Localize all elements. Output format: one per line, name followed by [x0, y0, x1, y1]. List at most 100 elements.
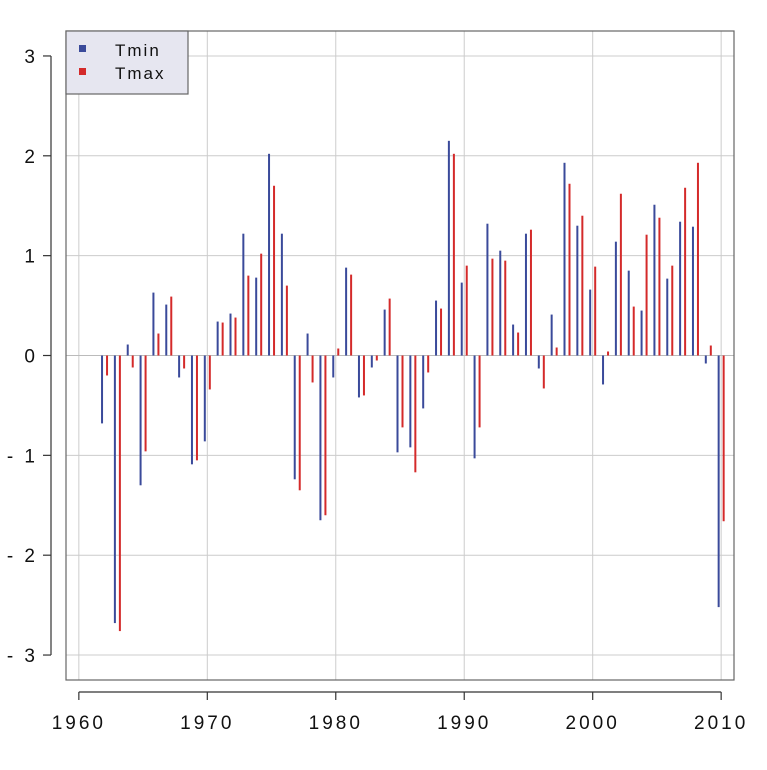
- y-tick-label: - 1: [7, 446, 38, 467]
- bar-tmin: [589, 289, 592, 356]
- legend-swatch-tmax: [79, 68, 86, 75]
- bar-tmin: [383, 309, 386, 356]
- bar-tmax: [285, 285, 288, 356]
- bar-tmin: [152, 292, 155, 356]
- bar-tmin: [190, 355, 193, 465]
- bar-tmin: [537, 355, 540, 369]
- plot-frame: [65, 30, 735, 681]
- bar-tmax: [478, 355, 481, 428]
- bar-tmax: [324, 355, 327, 516]
- bar-tmax: [234, 317, 237, 356]
- bar-tmax: [542, 355, 545, 389]
- bar-tmin: [679, 221, 682, 356]
- axes: 1960 1970 1980 1990 2000 2010 - 3 - 2 - 1 0 1 2 3: [7, 47, 748, 734]
- bar-tmax: [131, 355, 134, 368]
- bar-tmax: [671, 265, 674, 356]
- bar-tmin: [614, 241, 617, 356]
- legend-box: [65, 30, 189, 95]
- legend-label-tmin: Tmin: [115, 41, 161, 60]
- bar-tmin: [255, 277, 258, 356]
- bar-tmax: [414, 355, 417, 473]
- bar-tmin: [306, 333, 309, 356]
- bar-tmax: [440, 308, 443, 356]
- bar-tmax: [568, 183, 571, 356]
- bar-tmin: [396, 355, 399, 453]
- bar-tmin: [486, 223, 489, 356]
- bar-tmax: [157, 333, 160, 356]
- bar-tmin: [460, 282, 463, 356]
- x-tick-label: 2010: [694, 713, 748, 734]
- bar-tmin: [242, 233, 245, 356]
- x-tick-label: 2000: [566, 713, 620, 734]
- x-tick-label: 1990: [437, 713, 491, 734]
- bar-tmin: [717, 355, 720, 608]
- bar-tmax: [311, 355, 314, 383]
- bar-tmin: [229, 313, 232, 356]
- bar-tmax: [170, 296, 173, 356]
- bar-tmin: [370, 355, 373, 368]
- bar-tmin: [319, 355, 322, 521]
- bar-tmax: [401, 355, 404, 428]
- bar-tmin: [627, 270, 630, 356]
- bar-tmin: [704, 355, 707, 364]
- bar-tmin: [640, 310, 643, 356]
- bar-tmin: [499, 250, 502, 356]
- bar-tmin: [101, 355, 104, 424]
- y-tick-label: - 2: [7, 546, 38, 567]
- bar-tmax: [427, 355, 430, 373]
- bar-tmax: [658, 217, 661, 356]
- bar-tmax: [696, 162, 699, 356]
- bar-tmax: [375, 355, 378, 361]
- bar-tmin: [512, 324, 515, 356]
- bar-tmax: [684, 187, 687, 356]
- bar-tmax: [504, 260, 507, 356]
- bar-tmax: [273, 185, 276, 356]
- bar-tmin: [563, 162, 566, 356]
- bar-tmax: [337, 348, 340, 356]
- bar-tmin: [280, 233, 283, 356]
- bar-tmin: [113, 355, 116, 624]
- bar-tmax: [529, 229, 532, 356]
- bar-tmax: [465, 265, 468, 356]
- bar-tmax: [555, 347, 558, 356]
- legend-label-tmax: Tmax: [115, 64, 166, 83]
- bar-tmin: [666, 278, 669, 356]
- bar-tmax: [144, 355, 147, 452]
- y-tick-label: 1: [24, 247, 38, 268]
- bar-tmax: [619, 193, 622, 356]
- bar-tmin: [653, 204, 656, 356]
- bar-tmax: [594, 266, 597, 356]
- x-tick-label: 1970: [180, 713, 234, 734]
- bar-tmin: [165, 304, 168, 356]
- bar-tmax: [388, 298, 391, 356]
- bar-tmin: [524, 233, 527, 356]
- bar-tmin: [602, 355, 605, 385]
- bar-tmin: [691, 226, 694, 356]
- bar-tmax: [106, 355, 109, 376]
- bar-tmin: [357, 355, 360, 398]
- bar-tmin: [422, 355, 425, 409]
- y-tick-label: - 3: [7, 646, 38, 667]
- bar-tmin: [216, 321, 219, 356]
- bar-tmax: [195, 355, 198, 461]
- bar-tmin: [435, 300, 438, 356]
- legend-swatch-tmin: [79, 45, 86, 52]
- bar-tmax: [607, 351, 610, 356]
- y-tick-label: 2: [24, 147, 38, 168]
- y-tick-label: 3: [24, 47, 38, 68]
- bar-tmax: [581, 215, 584, 356]
- bar-tmin: [203, 355, 206, 442]
- bar-tmax: [183, 355, 186, 369]
- bar-tmax: [645, 234, 648, 356]
- bar-tmin: [126, 344, 129, 356]
- bar-tmin: [139, 355, 142, 486]
- bar-tmax: [350, 274, 353, 356]
- bar-tmin: [268, 153, 271, 356]
- bar-tmax: [632, 306, 635, 356]
- bar-tmin: [576, 225, 579, 356]
- x-tick-label: 1980: [309, 713, 363, 734]
- bar-tmax: [208, 355, 211, 390]
- bar-tmax: [709, 345, 712, 356]
- bar-tmin: [550, 314, 553, 356]
